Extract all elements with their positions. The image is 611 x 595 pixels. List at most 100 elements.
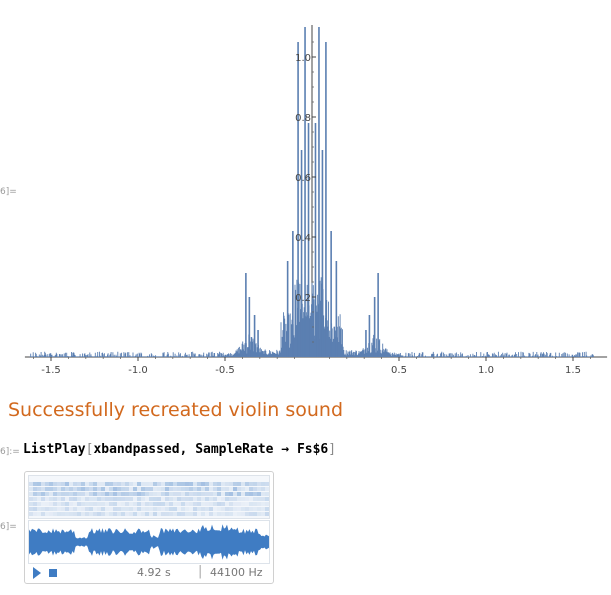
spectrogram-cell: [61, 512, 65, 516]
spectrogram-cell: [29, 497, 33, 501]
spectrogram-cell: [33, 502, 37, 506]
audio-player[interactable]: 4.92 s | 44100 Hz: [24, 471, 274, 584]
spectrogram-cell: [81, 497, 85, 501]
spectrogram-cell: [37, 487, 41, 491]
spectrogram-cell: [129, 497, 133, 501]
spectrogram-cell: [45, 487, 49, 491]
output-cell-label: 6]=: [0, 522, 17, 532]
spectrogram-cell: [53, 492, 57, 496]
function-name: ListPlay: [23, 442, 86, 457]
spectrogram-cell: [193, 492, 197, 496]
spectrogram-cell: [141, 487, 145, 491]
spectrogram-cell: [193, 487, 197, 491]
spectrogram-cell: [233, 507, 237, 511]
spectrogram-cell: [77, 502, 81, 506]
spectrogram-cell: [161, 497, 165, 501]
spectrogram-cell: [125, 492, 129, 496]
spectrogram-cell: [237, 507, 241, 511]
function-args: xbandpassed, SampleRate → Fs$6: [93, 442, 329, 457]
spectrogram-cell: [217, 482, 221, 486]
spectrogram-cell: [221, 492, 225, 496]
spectrogram-cell: [261, 497, 265, 501]
close-bracket: ]: [328, 442, 337, 457]
spectrogram-cell: [257, 502, 261, 506]
spectrogram-cell: [177, 482, 181, 486]
spectrogram-cell: [125, 482, 129, 486]
spectrogram-cell: [117, 482, 121, 486]
spectrogram-cell: [93, 512, 97, 516]
spectrogram-cell: [253, 502, 257, 506]
spectrogram-cell: [45, 502, 49, 506]
spectrogram-cell: [141, 512, 145, 516]
spectrogram-cell: [89, 487, 93, 491]
spectrogram-cell: [69, 492, 73, 496]
spectrogram-cell: [41, 492, 45, 496]
spectrogram-cell: [249, 502, 253, 506]
spectrogram-cell: [105, 487, 109, 491]
spectrogram-cell: [29, 502, 33, 506]
spectrogram-cell: [233, 512, 237, 516]
spectrogram-cell: [113, 482, 117, 486]
listplay-input[interactable]: ListPlay[xbandpassed, SampleRate → Fs$6]: [23, 442, 336, 457]
spectrogram-cell: [33, 482, 37, 486]
spectrogram-cell: [41, 512, 45, 516]
spectrogram-cell: [77, 507, 81, 511]
spectrogram-cell: [237, 492, 241, 496]
spectrogram-cell: [225, 497, 229, 501]
spectrogram-cell: [149, 512, 153, 516]
spectrogram-cell: [165, 507, 169, 511]
spectrogram-cell: [109, 482, 113, 486]
spectrogram-cell: [249, 512, 253, 516]
x-tick-label: -1.5: [41, 365, 61, 376]
spectrogram-cell: [217, 512, 221, 516]
spectrogram-cell: [201, 482, 205, 486]
spectrogram-cell: [89, 482, 93, 486]
spectrogram-cell: [205, 497, 209, 501]
spectrogram-cell: [221, 487, 225, 491]
spectrogram-cell: [137, 497, 141, 501]
spectrogram-cell: [97, 487, 101, 491]
plot-marks: [29, 27, 594, 357]
spectrogram-cell: [177, 497, 181, 501]
spectrogram-cell: [185, 487, 189, 491]
spectrogram-cell: [177, 502, 181, 506]
input-cell-label: 6]:=: [0, 447, 20, 457]
spectrogram-cell: [85, 502, 89, 506]
spectrogram-cell: [193, 512, 197, 516]
spectrogram-cell: [205, 502, 209, 506]
spectrogram-cell: [37, 482, 41, 486]
spectrogram-cell: [149, 492, 153, 496]
spectrogram-cell: [257, 497, 261, 501]
spectrogram-cell: [221, 512, 225, 516]
spectrogram-cell: [81, 492, 85, 496]
spectrogram-cell: [81, 487, 85, 491]
spectrogram-cell: [165, 512, 169, 516]
spectrogram-cell: [125, 502, 129, 506]
spectrogram-cell: [129, 487, 133, 491]
spectrogram-cell: [189, 482, 193, 486]
spectrogram-cell: [65, 482, 69, 486]
spectrogram-cell: [169, 482, 173, 486]
spectrogram-cell: [233, 492, 237, 496]
spectrogram-cell: [133, 502, 137, 506]
spectrogram-cell: [253, 482, 257, 486]
spectrogram-cell: [181, 492, 185, 496]
spectrogram-cell: [157, 487, 161, 491]
spectrogram-cell: [265, 487, 269, 491]
spectrogram-cell: [37, 497, 41, 501]
spectrogram-cell: [153, 492, 157, 496]
spectrogram-cell: [185, 492, 189, 496]
spectrogram-cell: [229, 507, 233, 511]
spectrogram-cell: [169, 507, 173, 511]
spectrogram-cell: [217, 492, 221, 496]
spectrogram-cell: [101, 507, 105, 511]
spectrogram-cell: [53, 497, 57, 501]
spectrogram-cell: [93, 492, 97, 496]
stop-icon[interactable]: [49, 569, 57, 577]
spectrogram-cell: [129, 512, 133, 516]
x-tick-label: -1.0: [128, 365, 148, 376]
spectrogram-cell: [253, 512, 257, 516]
play-icon[interactable]: [33, 567, 41, 579]
spectrogram-cell: [129, 482, 133, 486]
y-tick-label: 0.6: [295, 173, 311, 184]
